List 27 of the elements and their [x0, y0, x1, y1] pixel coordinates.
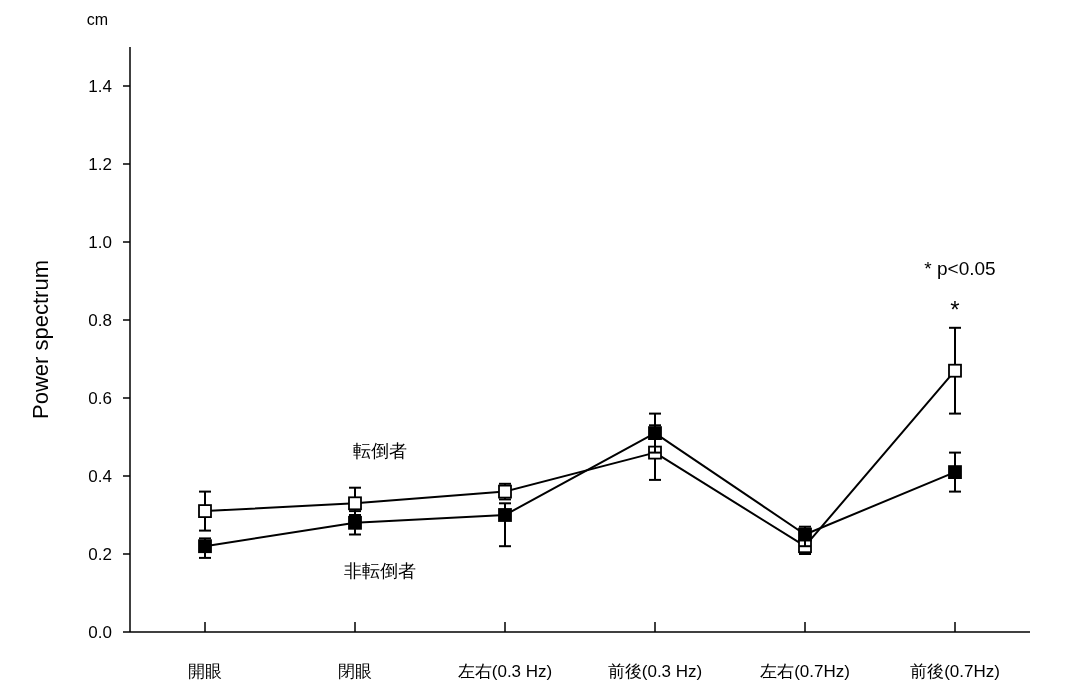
x-tick-label: 開眼: [188, 662, 222, 681]
annotation: * p<0.05: [924, 258, 996, 279]
y-tick-label: 0.8: [88, 311, 112, 330]
point: [498, 508, 512, 522]
text: cm: [86, 11, 108, 28]
y-tick-label: 1.0: [88, 233, 112, 252]
x-tick-label: 前後(0.7Hz): [910, 662, 1000, 681]
series-label: 非転倒者: [344, 560, 416, 581]
y-tick-label: 1.2: [88, 155, 112, 174]
point: [948, 363, 962, 378]
point: [648, 426, 662, 440]
annotation: *: [950, 296, 960, 323]
y-tick-label: 1.4: [88, 77, 112, 96]
x-tick-label: 左右(0.3 Hz): [457, 662, 553, 681]
series-label: 転倒者: [353, 441, 407, 462]
y-tick-label: 0.6: [88, 389, 112, 408]
x-tick-label: 前後(0.3 Hz): [607, 662, 703, 681]
y-tick-label: 0.4: [88, 467, 112, 486]
y-tick-label: 0.0: [88, 623, 112, 642]
point: [198, 539, 212, 554]
point: [198, 504, 212, 518]
point: [948, 465, 962, 479]
y-tick-label: 0.2: [88, 545, 112, 564]
x-tick-label: 閉眼: [338, 662, 372, 681]
point: [798, 527, 812, 542]
x-tick-label: 左右(0.7Hz): [760, 662, 850, 681]
y-axis-title: Power spectrum: [28, 260, 53, 419]
